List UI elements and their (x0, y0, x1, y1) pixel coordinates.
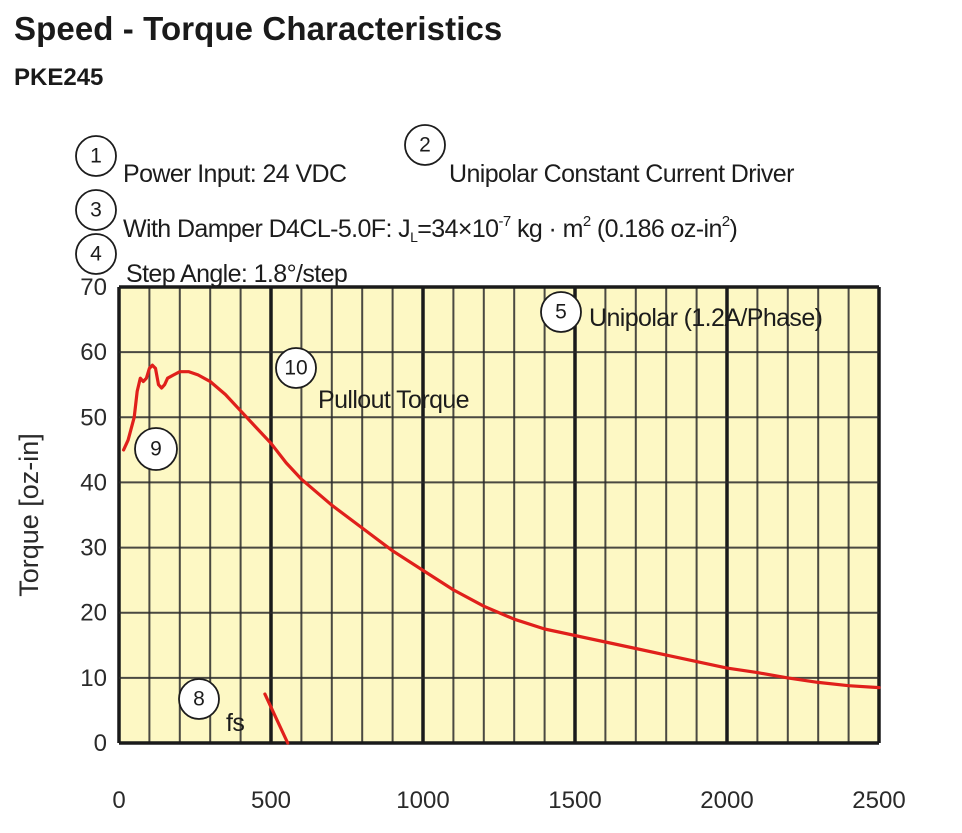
marker-2: 2 (404, 124, 446, 166)
marker-4: 4 (75, 233, 117, 275)
chart-subtitle: PKE245 (14, 64, 104, 91)
damper-sub: L (410, 229, 418, 245)
marker-10: 10 (275, 347, 317, 389)
mode-note: Unipolar (1.2A/Phase) (589, 304, 822, 332)
x-tick-labels: 0 500 1000 1500 2000 2500 (112, 787, 905, 814)
y-tick-label: 20 (80, 600, 107, 627)
y-tick-label: 70 (80, 274, 107, 301)
damper-unit-exp: 2 (583, 213, 591, 230)
marker-8-number: 8 (193, 688, 205, 711)
pullout-torque-label: Pullout Torque (318, 386, 469, 414)
chart-title: Speed - Torque Characteristics (14, 10, 503, 47)
marker-9-number: 9 (150, 438, 162, 461)
x-tick-label: 0 (112, 787, 125, 814)
fs-label: fs (226, 709, 244, 737)
x-tick-label: 2000 (700, 787, 753, 814)
marker-5-number: 5 (555, 301, 567, 324)
marker-1: 1 (75, 135, 117, 177)
y-tick-label: 40 (80, 469, 107, 496)
marker-10-number: 10 (284, 357, 307, 380)
x-tick-label: 1000 (396, 787, 449, 814)
damper-alt: (0.186 oz-in (591, 215, 722, 243)
x-tick-label: 1500 (548, 787, 601, 814)
damper-note: With Damper D4CL-5.0F: JL=34×10-7 kg · m… (123, 213, 737, 245)
damper-alt-exp: 2 (722, 213, 730, 230)
step-angle-note: Step Angle: 1.8°/step (126, 260, 347, 288)
marker-3-number: 3 (90, 199, 102, 222)
plot-area (119, 287, 879, 743)
damper-prefix: With Damper D4CL-5.0F: J (123, 215, 410, 243)
marker-2-number: 2 (419, 134, 431, 157)
curves (121, 363, 881, 745)
fs-curve (263, 692, 290, 745)
marker-4-number: 4 (90, 243, 102, 266)
y-tick-label: 30 (80, 535, 107, 562)
x-tick-label: 2500 (852, 787, 905, 814)
y-tick-labels: 0 10 20 30 40 50 60 70 (80, 274, 107, 757)
damper-exp: -7 (498, 213, 510, 230)
y-tick-label: 10 (80, 665, 107, 692)
marker-1-number: 1 (90, 145, 102, 168)
y-tick-label: 60 (80, 339, 107, 366)
damper-mid: =34×10 (417, 215, 498, 243)
power-input-note: Power Input: 24 VDC (123, 160, 347, 188)
driver-note: Unipolar Constant Current Driver (449, 160, 794, 188)
y-tick-label: 50 (80, 404, 107, 431)
y-axis-label: Torque [oz-in] (14, 433, 44, 597)
pullout-torque-curve (121, 363, 881, 690)
x-tick-label: 500 (251, 787, 291, 814)
damper-close: ) (730, 215, 738, 243)
damper-unit: kg · m (511, 215, 583, 243)
y-tick-label: 0 (94, 730, 107, 757)
grid-lines (117, 285, 881, 745)
marker-3: 3 (75, 189, 117, 231)
marker-5: 5 (540, 291, 582, 333)
marker-8: 8 (178, 678, 220, 720)
marker-9: 9 (134, 427, 178, 471)
